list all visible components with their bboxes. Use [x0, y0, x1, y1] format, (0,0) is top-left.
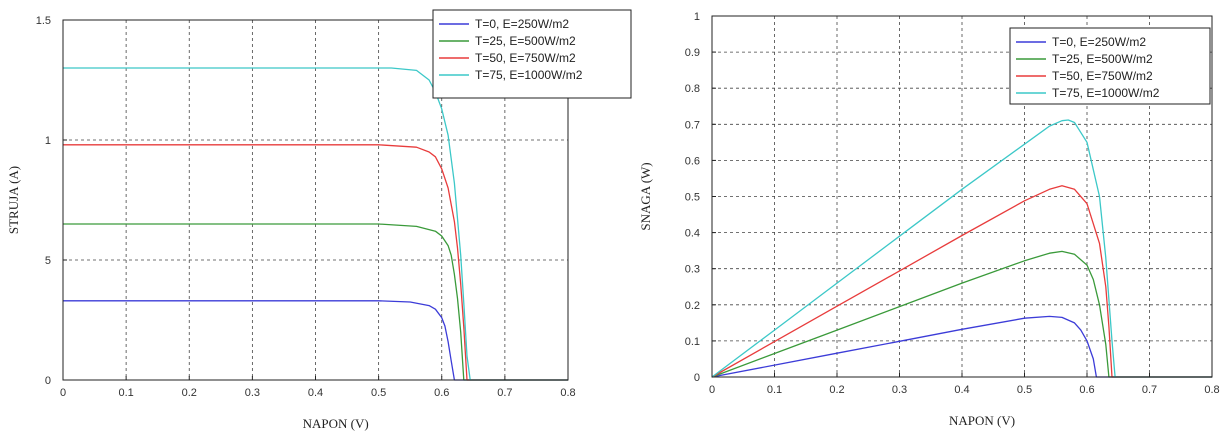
- y-tick-label: 1.5: [36, 15, 51, 27]
- legend: T=0, E=250W/m2 T=25, E=500W/m2 T=50, E=750…: [1009, 27, 1211, 105]
- legend-label: T=25, E=500W/m2: [475, 34, 576, 48]
- y-axis-label: STRUJA (A): [6, 166, 21, 234]
- chart-2: 0 0.1 0.2 0.3 0.4 0.5 0.6 0.7 0.8 0 0.1 0.2 0.3 0.4 0.…: [638, 11, 1220, 428]
- y-tick-label: 0.6: [685, 155, 700, 167]
- x-tick-label: 0.6: [1079, 384, 1094, 396]
- x-tick-label: 0.8: [560, 387, 575, 399]
- x-tick-label: 0.3: [245, 387, 260, 399]
- series-line-1: [711, 315, 1212, 378]
- x-tick-label: 0: [709, 384, 715, 396]
- y-tick-label: 5: [45, 255, 51, 267]
- y-tick-label: 1: [694, 11, 700, 23]
- series-line-4: [63, 67, 568, 381]
- x-tick-label: 0.2: [182, 387, 197, 399]
- y-tick-label: 0.5: [685, 192, 700, 204]
- y-tick-label: 1: [45, 135, 51, 147]
- x-tick-label: 0.1: [118, 387, 133, 399]
- y-tick-label: 0.8: [685, 83, 700, 95]
- series-line-3: [711, 185, 1212, 378]
- x-tick-label: 0.8: [1204, 384, 1219, 396]
- y-tick-label: 0.2: [685, 300, 700, 312]
- x-tick-label: 0.7: [497, 387, 512, 399]
- x-tick-label: 0.7: [1142, 384, 1157, 396]
- series-line-2: [711, 250, 1212, 378]
- x-tick-label: 0.4: [954, 384, 969, 396]
- y-axis-label: SNAGA (W): [638, 162, 653, 230]
- series-line-1: [63, 300, 568, 381]
- legend-label: T=25, E=500W/m2: [1052, 52, 1153, 66]
- y-tick-label: 0.7: [685, 119, 700, 131]
- legend-label: T=75, E=1000W/m2: [475, 68, 583, 82]
- legend-label: T=0, E=250W/m2: [475, 17, 569, 31]
- y-tick-label: 0: [45, 375, 51, 387]
- x-tick-label: 0.4: [308, 387, 323, 399]
- legend-label: T=50, E=750W/m2: [475, 51, 576, 65]
- legend-label: T=0, E=250W/m2: [1052, 35, 1146, 49]
- legend: T=0, E=250W/m2 T=25, E=500W/m2 T=50, E=750…: [432, 9, 632, 99]
- x-tick-label: 0.5: [1017, 384, 1032, 396]
- series-line-2: [63, 223, 568, 381]
- x-tick-label: 0.6: [434, 387, 449, 399]
- x-axis-label: NAPON (V): [949, 413, 1015, 428]
- x-tick-label: 0.5: [371, 387, 386, 399]
- legend-box: [1009, 27, 1211, 105]
- y-tick-label: 0: [694, 372, 700, 384]
- x-tick-label: 0: [60, 387, 66, 399]
- legend-label: T=75, E=1000W/m2: [1052, 86, 1160, 100]
- y-tick-label: 0.9: [685, 47, 700, 59]
- x-tick-label: 0.1: [767, 384, 782, 396]
- series-line-4: [711, 119, 1212, 378]
- x-tick-label: 0.3: [892, 384, 907, 396]
- x-tick-label: 0.2: [829, 384, 844, 396]
- chart-1: 0 0.1 0.2 0.3 0.4 0.5 0.6 0.7 0.8 0 5 1 1.5 NAPON (V)…: [6, 9, 632, 431]
- y-tick-label: 0.3: [685, 264, 700, 276]
- x-axis-label: NAPON (V): [303, 416, 369, 431]
- legend-label: T=50, E=750W/m2: [1052, 69, 1153, 83]
- series-line-3: [63, 144, 568, 381]
- y-tick-label: 0.1: [685, 336, 700, 348]
- y-tick-label: 0.4: [685, 228, 700, 240]
